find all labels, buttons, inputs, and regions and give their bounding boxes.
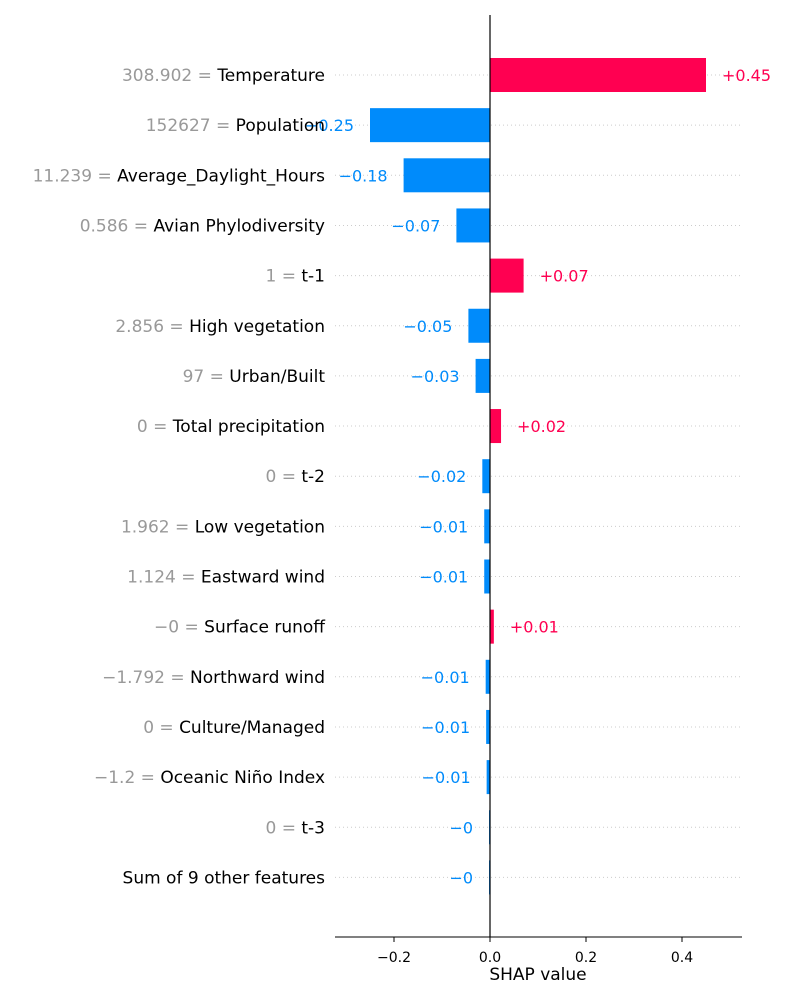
bar-value-label: −0.18 — [339, 166, 388, 185]
feature-value: 152627 = — [146, 116, 236, 136]
bar-value-label: −0.01 — [422, 768, 471, 787]
feature-name: Surface runoff — [204, 618, 326, 638]
feature-label: 1.124 = Eastward wind — [127, 568, 325, 588]
feature-label: 0 = t-3 — [266, 818, 326, 838]
bars — [370, 58, 706, 895]
feature-value: 2.856 = — [115, 317, 189, 337]
feature-value: 1 = — [266, 267, 302, 287]
bar-value-label: −0.01 — [419, 568, 468, 587]
feature-name: t-1 — [301, 267, 325, 287]
bar — [468, 308, 490, 343]
value-labels: +0.45 −0.25 −0.18 −0.07 +0.07 −0.05 −0.03 +0.02… — [305, 66, 771, 887]
bar-value-label: −0.01 — [421, 668, 470, 687]
feature-label: 0 = t-2 — [266, 467, 326, 487]
bar — [490, 58, 706, 92]
x-tick-label: 0.2 — [575, 950, 597, 966]
feature-label: 97 = Urban/Built — [183, 367, 326, 387]
feature-label: −1.792 = Northward wind — [102, 668, 325, 688]
bar-value-label: −0 — [449, 868, 473, 887]
feature-label: −1.2 = Oceanic Niño Index — [94, 768, 325, 788]
bar — [482, 459, 490, 494]
feature-name: Population — [236, 116, 325, 136]
feature-name: Temperature — [216, 66, 325, 86]
feature-value: 97 = — [183, 367, 230, 387]
bar-value-label: +0.02 — [517, 417, 566, 436]
feature-label: −0 = Surface runoff — [154, 618, 326, 638]
bar — [490, 609, 494, 644]
bar-value-label: −0.25 — [305, 116, 354, 135]
feature-name: Avian Phylodiversity — [153, 216, 325, 236]
bar-value-label: −0.07 — [391, 216, 440, 235]
bar-value-label: +0.01 — [510, 618, 559, 637]
bar-value-label: +0.45 — [722, 66, 771, 85]
feature-value: 1.124 = — [127, 568, 201, 588]
x-axis: −0.2 0.0 0.2 0.4 — [335, 936, 742, 966]
feature-name: Northward wind — [190, 668, 325, 688]
bar-value-label: −0.01 — [419, 517, 468, 536]
x-tick-label: 0.4 — [671, 950, 693, 966]
feature-name: t-3 — [301, 818, 325, 838]
feature-value: 0 = — [143, 718, 179, 738]
bar-value-label: +0.07 — [540, 267, 589, 286]
feature-label: 0.586 = Avian Phylodiversity — [80, 216, 325, 236]
bar-value-label: −0 — [449, 818, 473, 837]
feature-value: −0 = — [154, 618, 204, 638]
bar-value-label: −0.03 — [411, 367, 460, 386]
bar-value-label: −0.01 — [421, 718, 470, 737]
feature-label: Sum of 9 other features — [123, 868, 326, 888]
feature-name: Average_Daylight_Hours — [117, 166, 325, 186]
bar-value-label: −0.02 — [417, 467, 466, 486]
feature-label: 308.902 = Temperature — [122, 66, 325, 86]
feature-name: Low vegetation — [195, 517, 325, 537]
grid-lines — [335, 74, 742, 878]
feature-value: 1.962 = — [121, 517, 195, 537]
bar — [456, 208, 490, 243]
feature-label: 0 = Culture/Managed — [143, 718, 325, 738]
feature-label: 1.962 = Low vegetation — [121, 517, 325, 537]
bar — [484, 559, 490, 594]
feature-name: Total precipitation — [172, 417, 325, 437]
feature-value: −1.2 = — [94, 768, 160, 788]
x-axis-label: SHAP value — [489, 965, 586, 985]
feature-name: t-2 — [301, 467, 325, 487]
feature-value: −1.792 = — [102, 668, 190, 688]
feature-value: 0 = — [266, 818, 302, 838]
feature-value: 308.902 = — [122, 66, 217, 86]
feature-label: 1 = t-1 — [266, 267, 326, 287]
feature-labels: 308.902 = Temperature 152627 = Population… — [33, 66, 327, 888]
bar — [475, 358, 490, 393]
feature-value: 0 = — [266, 467, 302, 487]
feature-value: 11.239 = — [33, 166, 118, 186]
bar — [403, 158, 490, 193]
bar — [370, 108, 490, 143]
feature-label: 0 = Total precipitation — [137, 417, 325, 437]
bar — [485, 659, 490, 694]
x-tick-label: 0.0 — [479, 950, 501, 966]
feature-name: Eastward wind — [201, 568, 325, 588]
feature-name: Oceanic Niño Index — [160, 768, 325, 788]
bar — [486, 760, 490, 795]
feature-label: 152627 = Population — [146, 116, 325, 136]
feature-name: Sum of 9 other features — [123, 868, 326, 888]
bar — [486, 709, 490, 744]
feature-label: 11.239 = Average_Daylight_Hours — [33, 166, 326, 186]
feature-name: Urban/Built — [229, 367, 325, 387]
feature-label: 2.856 = High vegetation — [115, 317, 325, 337]
feature-name: Culture/Managed — [179, 718, 325, 738]
feature-name: High vegetation — [189, 317, 325, 337]
bar — [490, 258, 524, 293]
bar — [490, 409, 502, 444]
bar-value-label: −0.05 — [403, 317, 452, 336]
feature-value: 0 = — [137, 417, 173, 437]
feature-value: 0.586 = — [80, 216, 154, 236]
bar — [484, 509, 490, 544]
x-tick-label: −0.2 — [377, 950, 411, 966]
